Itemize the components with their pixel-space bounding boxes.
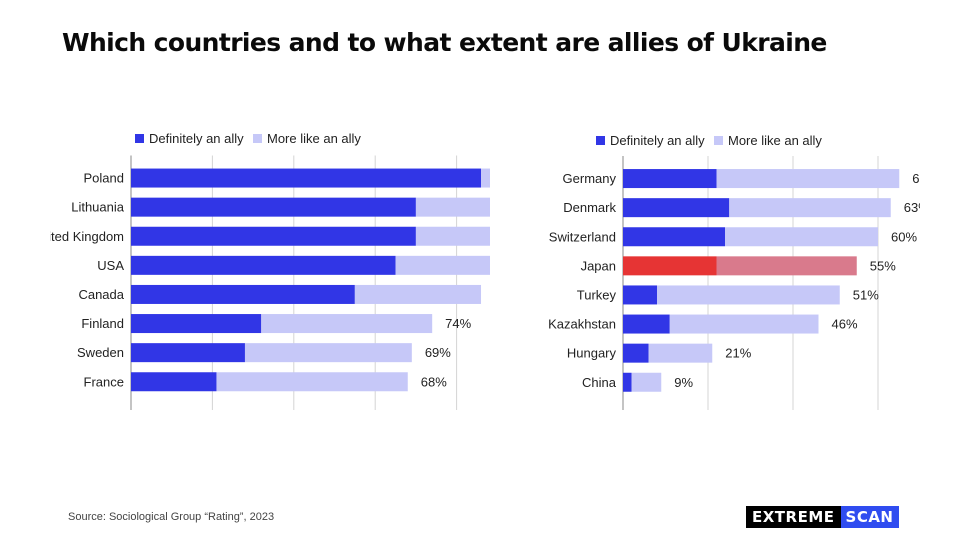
total-label: 69% bbox=[425, 345, 451, 360]
allies-chart-left: Definitely an ally More like an ally Polan… bbox=[50, 120, 490, 410]
category-label: United Kingdom bbox=[50, 229, 124, 244]
total-label: 46% bbox=[832, 317, 858, 332]
category-label: Kazakhstan bbox=[548, 317, 616, 332]
bar-row: USA91% bbox=[97, 255, 490, 275]
bar-more-like bbox=[354, 284, 482, 304]
bar-definitely bbox=[131, 255, 396, 275]
legend-swatch-0 bbox=[135, 134, 144, 143]
legend-swatch-1 bbox=[253, 134, 262, 143]
category-label: Turkey bbox=[577, 287, 617, 302]
bar-more-like bbox=[716, 256, 857, 276]
bar-row: China 9% bbox=[582, 372, 693, 392]
allies-chart-right: Definitely an ally More like an ally Germa… bbox=[530, 120, 920, 410]
extremescan-logo: EXTREME SCAN bbox=[746, 506, 899, 528]
bar-more-like bbox=[244, 343, 412, 363]
bar-more-like bbox=[669, 314, 819, 334]
total-label: 74% bbox=[445, 316, 471, 331]
bar-more-like bbox=[729, 198, 891, 218]
bar-row: Kazakhstan 46% bbox=[548, 314, 858, 334]
bar-definitely bbox=[131, 314, 262, 334]
category-label: Finland bbox=[81, 316, 124, 331]
category-label: Denmark bbox=[563, 200, 616, 215]
source-note: Source: Sociological Group “Rating”, 202… bbox=[68, 511, 275, 523]
legend-label-1: More like an ally bbox=[267, 131, 361, 146]
category-label: Sweden bbox=[77, 345, 124, 360]
legend-swatch-1 bbox=[714, 136, 723, 145]
bar-definitely bbox=[131, 197, 416, 217]
bar-definitely bbox=[623, 256, 717, 276]
category-label: Lithuania bbox=[71, 200, 125, 215]
bar-row: Hungary 21% bbox=[567, 343, 752, 363]
total-label: 9% bbox=[674, 375, 693, 390]
bar-definitely bbox=[623, 198, 730, 218]
bar-more-like bbox=[725, 227, 878, 247]
bar-definitely bbox=[623, 285, 657, 305]
legend-swatch-0 bbox=[596, 136, 605, 145]
legend: Definitely an ally More like an ally bbox=[135, 131, 361, 146]
bar-more-like bbox=[631, 372, 662, 392]
bar-row: Germany 65% bbox=[563, 169, 920, 189]
bar-row: Denmark 63% bbox=[563, 198, 920, 218]
category-label: USA bbox=[97, 258, 124, 273]
bar-row: Finland 74% bbox=[81, 314, 472, 334]
total-label: 60% bbox=[891, 229, 917, 244]
chart-svg-1: Definitely an ally More like an ally Germa… bbox=[548, 133, 920, 410]
bar-more-like bbox=[415, 197, 490, 217]
category-label: France bbox=[84, 374, 124, 389]
logo-part-scan: SCAN bbox=[840, 506, 899, 528]
bar-definitely bbox=[623, 169, 717, 189]
legend: Definitely an ally More like an ally bbox=[596, 133, 822, 148]
category-label: Switzerland bbox=[549, 229, 616, 244]
bar-row: Sweden 69% bbox=[77, 343, 451, 363]
bar-row: Turkey 51% bbox=[577, 285, 879, 305]
total-label: 65% bbox=[912, 171, 920, 186]
bar-more-like bbox=[657, 285, 840, 305]
legend-label-1: More like an ally bbox=[728, 133, 822, 148]
bar-definitely bbox=[131, 284, 355, 304]
category-label: China bbox=[582, 375, 617, 390]
bar-definitely bbox=[623, 314, 670, 334]
bar-row: France 68% bbox=[84, 372, 447, 392]
category-label: Poland bbox=[84, 171, 124, 186]
page-title: Which countries and to what extent are a… bbox=[62, 28, 827, 57]
legend-label-0: Definitely an ally bbox=[149, 131, 244, 146]
bar-row: Lithuania89% bbox=[71, 197, 490, 217]
bar-row: Switzerland 60% bbox=[549, 227, 917, 247]
category-label: Hungary bbox=[567, 346, 617, 361]
bar-more-like bbox=[481, 168, 490, 188]
bar-row: United Kingdom90% bbox=[50, 226, 490, 246]
total-label: 68% bbox=[421, 374, 447, 389]
total-label: 21% bbox=[725, 346, 751, 361]
bar-more-like bbox=[716, 169, 900, 189]
total-label: 51% bbox=[853, 287, 879, 302]
bar-row: Japan 55% bbox=[581, 256, 896, 276]
category-label: Canada bbox=[78, 287, 124, 302]
bar-definitely bbox=[131, 226, 416, 246]
chart-svg-0: Definitely an ally More like an ally Polan… bbox=[50, 131, 490, 410]
bar-more-like bbox=[648, 343, 713, 363]
logo-part-extreme: EXTREME bbox=[746, 506, 841, 528]
bar-more-like bbox=[261, 314, 433, 334]
bar-definitely bbox=[623, 343, 649, 363]
total-label: 55% bbox=[870, 258, 896, 273]
bar-more-like bbox=[415, 226, 490, 246]
bar-row: Canada86% bbox=[78, 284, 482, 304]
total-label: 63% bbox=[904, 200, 920, 215]
bar-more-like bbox=[395, 255, 490, 275]
bar-definitely bbox=[623, 227, 725, 247]
bar-definitely bbox=[623, 372, 632, 392]
legend-label-0: Definitely an ally bbox=[610, 133, 705, 148]
bar-definitely bbox=[131, 343, 245, 363]
bar-definitely bbox=[131, 168, 482, 188]
bar-more-like bbox=[216, 372, 408, 392]
category-label: Germany bbox=[563, 171, 617, 186]
bar-definitely bbox=[131, 372, 217, 392]
category-label: Japan bbox=[581, 258, 616, 273]
bar-row: Poland97% bbox=[84, 168, 490, 188]
